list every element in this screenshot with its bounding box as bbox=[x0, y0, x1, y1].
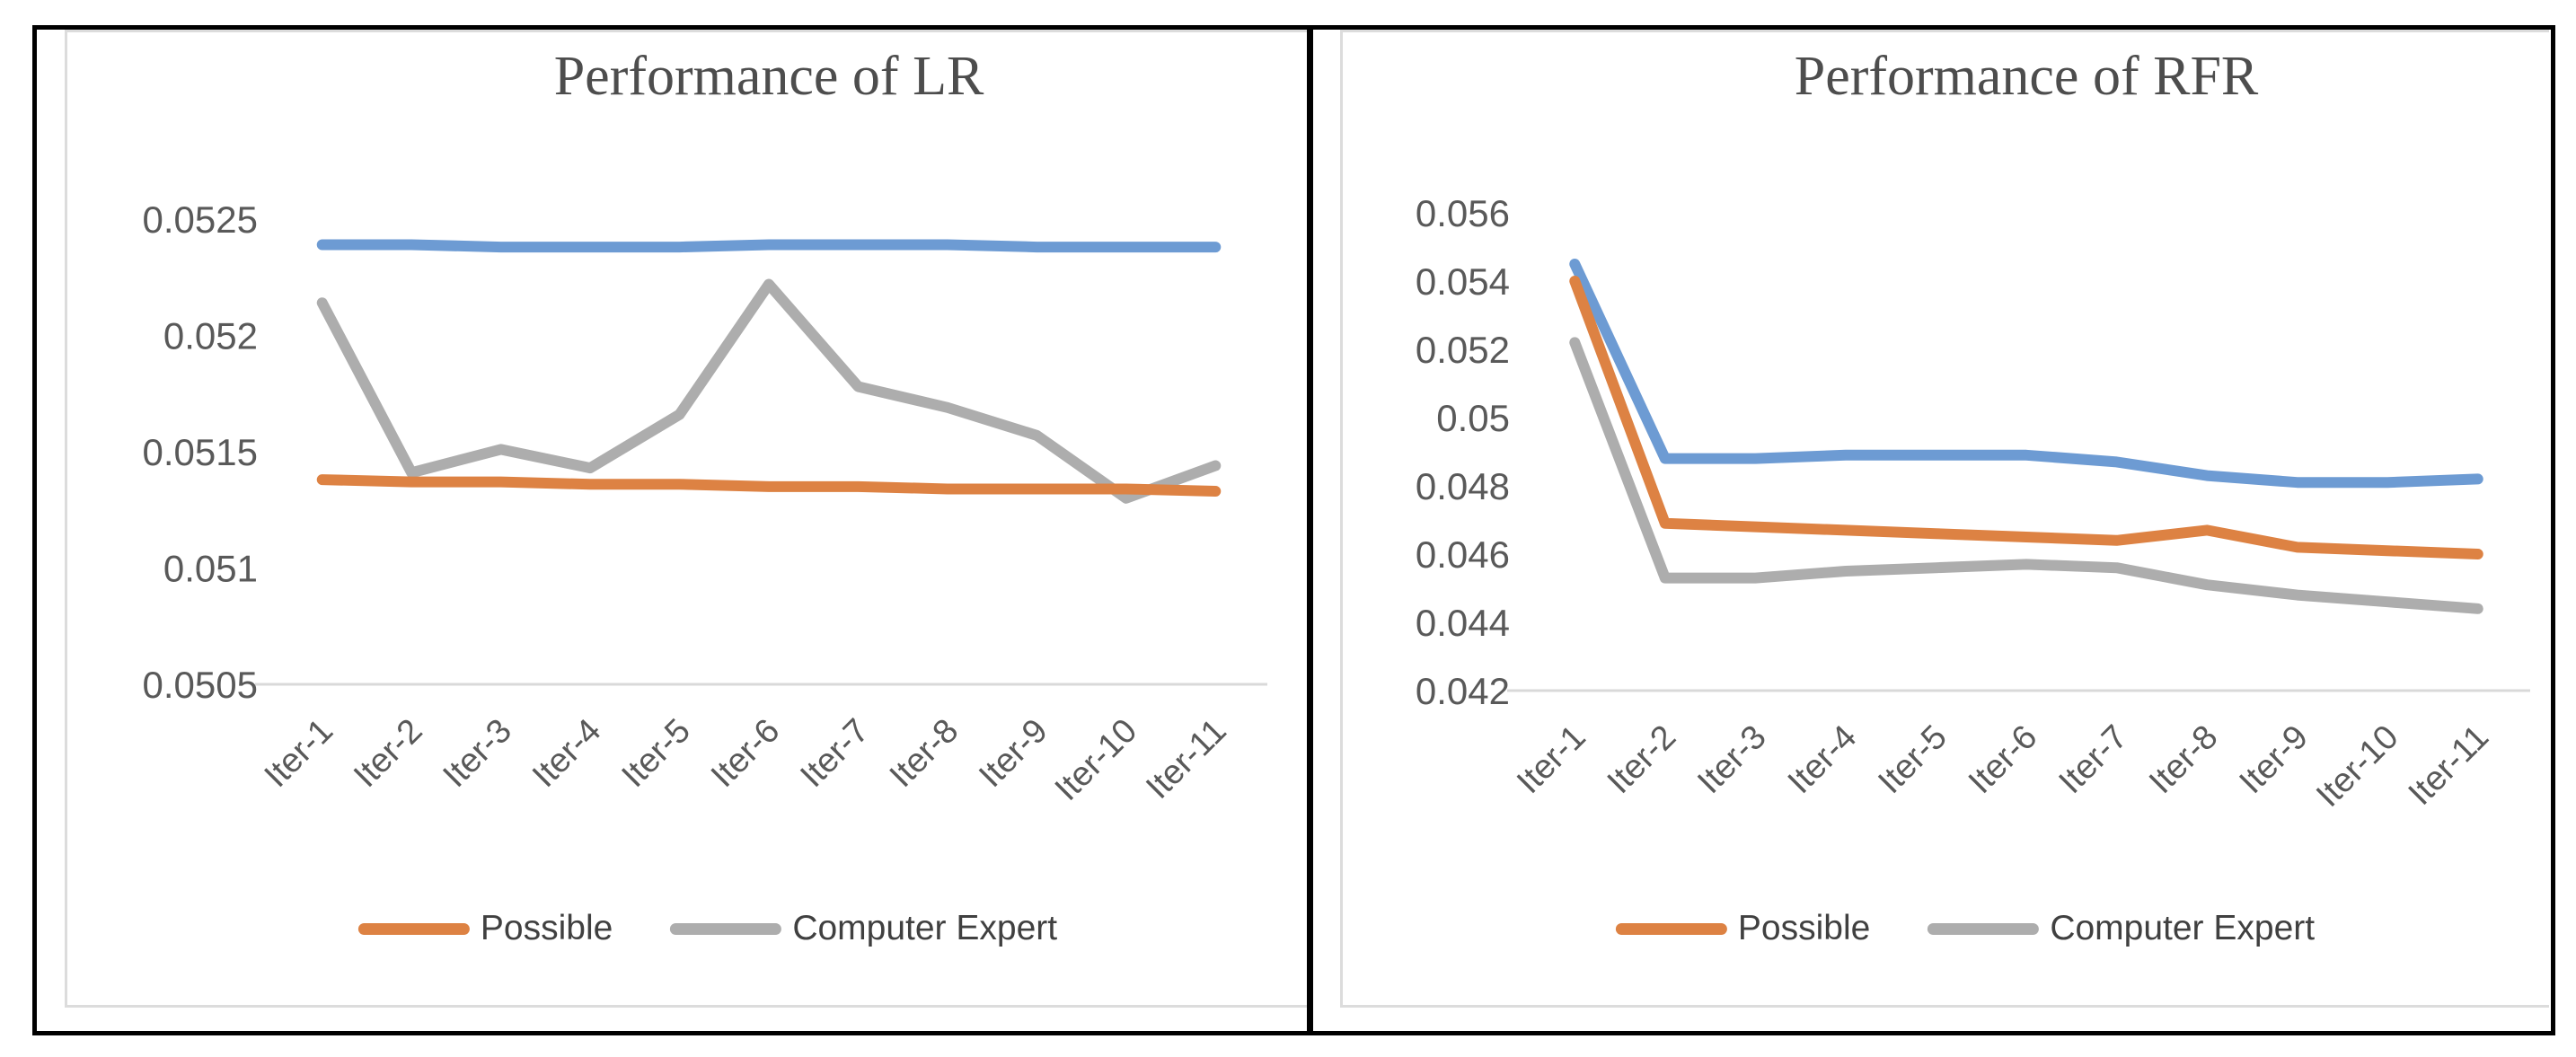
legend-label: Computer Expert bbox=[792, 909, 1058, 947]
y-axis-tick-label: 0.052 bbox=[163, 315, 258, 357]
legend-label: Computer Expert bbox=[2050, 909, 2316, 947]
y-axis-tick-label: 0.0505 bbox=[143, 664, 258, 706]
y-axis-tick-label: 0.048 bbox=[1416, 465, 1510, 507]
y-axis-tick-label: 0.0515 bbox=[143, 431, 258, 473]
chart-title-rfr: Performance of RFR bbox=[1794, 46, 2259, 107]
legend: Possible Computer Expert bbox=[1615, 909, 2315, 948]
y-axis-tick-label: 0.052 bbox=[1416, 329, 1510, 371]
y-axis-tick-label: 0.05 bbox=[1436, 397, 1510, 439]
series-line-possible bbox=[1569, 276, 2483, 559]
y-axis-tick-label: 0.051 bbox=[163, 548, 258, 590]
outer-table-border bbox=[32, 25, 2555, 1035]
chart-canvas-rfr: 0.0560.0540.0520.050.0480.0460.0440.042I… bbox=[1416, 192, 2530, 815]
x-axis-tick-label: Iter-11 bbox=[1139, 712, 1233, 806]
x-axis-tick-label: Iter-7 bbox=[2051, 718, 2134, 801]
x-axis-tick-label: Iter-2 bbox=[1601, 718, 1683, 801]
x-axis-tick-label: Iter-8 bbox=[2142, 718, 2225, 801]
legend-item: Possible bbox=[1615, 909, 1871, 948]
x-axis-tick-label: Iter-1 bbox=[258, 712, 340, 795]
legend-item: Possible bbox=[357, 909, 613, 948]
x-axis-tick-label: Iter-5 bbox=[614, 712, 697, 795]
x-axis-tick-label: Iter-9 bbox=[2233, 718, 2316, 801]
y-axis-tick-label: 0.044 bbox=[1416, 602, 1510, 644]
series-line-computer-expert bbox=[1569, 337, 2483, 614]
series-line-unlabeled bbox=[1569, 259, 2483, 489]
x-axis-tick-label: Iter-5 bbox=[1871, 718, 1954, 801]
y-axis-tick-label: 0.0525 bbox=[143, 198, 258, 241]
chart-panel-lr: 0.0525 0.052 0.0515 0.051 0.0505 Iter-1 Iter-2… bbox=[65, 30, 1307, 1008]
series-line-computer-expert bbox=[316, 278, 1222, 504]
x-axis-tick-label: Iter-4 bbox=[525, 712, 608, 795]
chart-title-lr: Performance of LR bbox=[553, 46, 984, 107]
chart-panel-rfr: 0.056 0.054 0.052 0.05 0.048 0.046 0.044 0.042 I… bbox=[1340, 30, 2549, 1008]
x-axis-tick-label: Iter-6 bbox=[704, 712, 787, 795]
x-axis-tick-label: Iter-7 bbox=[793, 712, 876, 795]
y-axis-tick-label: 0.046 bbox=[1416, 533, 1510, 576]
legend-swatch-computer-expert bbox=[1928, 922, 2040, 935]
series-line-possible bbox=[316, 474, 1222, 498]
x-axis-tick-label: Iter-3 bbox=[1690, 718, 1773, 801]
series-line-unlabeled bbox=[316, 239, 1222, 253]
x-axis-tick-label: Iter-1 bbox=[1510, 718, 1592, 801]
legend-swatch-possible bbox=[357, 922, 470, 935]
legend-label: Possible bbox=[480, 909, 613, 947]
legend-item: Computer Expert bbox=[1928, 909, 2315, 948]
y-axis-tick-label: 0.042 bbox=[1416, 670, 1510, 712]
x-axis-tick-label: Iter-10 bbox=[2309, 718, 2405, 815]
y-axis-tick-label: 0.054 bbox=[1416, 260, 1510, 303]
x-axis-tick-label: Iter-10 bbox=[1048, 712, 1144, 808]
legend: Possible Computer Expert bbox=[357, 909, 1057, 948]
legend-swatch-computer-expert bbox=[670, 922, 782, 935]
x-axis-tick-label: Iter-3 bbox=[437, 712, 519, 795]
legend-swatch-possible bbox=[1615, 922, 1727, 935]
x-axis-tick-label: Iter-6 bbox=[1962, 718, 2044, 801]
y-axis-tick-label: 0.056 bbox=[1416, 192, 1510, 234]
x-axis-tick-label: Iter-2 bbox=[347, 712, 429, 795]
x-axis-tick-label: Iter-11 bbox=[2402, 718, 2496, 813]
legend-item: Computer Expert bbox=[670, 909, 1057, 948]
x-axis-tick-label: Iter-8 bbox=[883, 712, 966, 795]
cell-divider-line bbox=[1307, 25, 1313, 1035]
x-axis-tick-label: Iter-9 bbox=[972, 712, 1054, 795]
legend-label: Possible bbox=[1737, 909, 1871, 947]
x-axis-tick-label: Iter-4 bbox=[1781, 718, 1864, 801]
